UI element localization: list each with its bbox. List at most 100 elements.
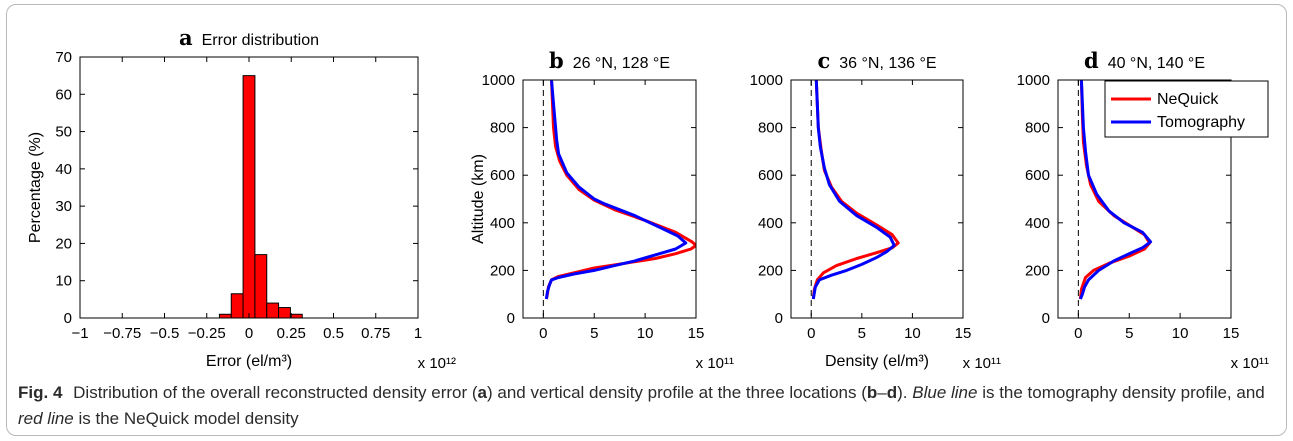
y-tick-label: 800 [758, 120, 783, 137]
panel-title-text: 26 °N, 128 °E [573, 55, 670, 72]
histogram-bar [266, 302, 280, 319]
y-tick-label: 1000 [482, 72, 515, 89]
x-tick-label: 0 [245, 325, 253, 342]
legend-label-tomography: Tomography [1157, 114, 1245, 131]
x-tick-label: 10 [637, 325, 654, 342]
x-tick-label: −1 [71, 325, 88, 342]
panel-title: a Error distribution [179, 25, 319, 50]
y-tick-label: 0 [64, 310, 72, 327]
x-tick-label: 15 [955, 325, 972, 342]
caption-segment: a [477, 383, 488, 402]
y-tick-label: 600 [758, 167, 783, 184]
x-axis-multiplier: x 10¹¹ [963, 355, 1001, 372]
figure-charts: a Error distribution −1 −0.75 −0.5 −0.25 0 0.25… [27, 25, 1269, 372]
y-tick-label: 0 [1042, 310, 1050, 327]
x-tick-label: 1 [414, 325, 422, 342]
x-tick-label: 0 [1074, 325, 1082, 342]
y-tick-label: 400 [490, 215, 515, 232]
y-tick-label: 20 [55, 235, 72, 252]
y-tick-label: 600 [1025, 167, 1050, 184]
caption-segment: Distribution of the overall reconstructe… [73, 383, 478, 402]
caption-segment: Blue line [912, 383, 978, 402]
panel-a: a Error distribution −1 −0.75 −0.5 −0.25 0 0.25… [27, 25, 456, 372]
y-tick-label: 800 [490, 120, 515, 137]
x-axis-label: Error (el/m³) [206, 353, 292, 370]
y-tick-label: 1000 [1017, 72, 1050, 89]
panel-title: c 36 °N, 136 °E [817, 48, 936, 73]
x-tick-label: 5 [1125, 325, 1133, 342]
panel-title-text: 40 °N, 140 °E [1108, 55, 1205, 72]
panel-letter: c [817, 48, 830, 73]
x-tick-label: 10 [904, 325, 921, 342]
x-tick-label: 0.5 [323, 325, 344, 342]
y-tick-label: 0 [775, 310, 783, 327]
histogram-bar [230, 293, 244, 319]
y-axis-label: Altitude (km) [470, 154, 487, 244]
x-tick-label: 0.75 [361, 325, 390, 342]
panel-title-text: 36 °N, 136 °E [839, 55, 936, 72]
panel-letter: d [1084, 48, 1099, 73]
y-tick-label: 40 [55, 161, 72, 178]
caption-text: Distribution of the overall reconstructe… [18, 383, 1265, 428]
figure-label: Fig. 4 [18, 383, 63, 402]
x-tick-label: −0.25 [188, 325, 226, 342]
x-tick-label: 10 [1172, 325, 1189, 342]
caption-segment: red line [18, 409, 74, 428]
x-tick-label: −0.5 [150, 325, 180, 342]
legend-box [1104, 80, 1269, 138]
x-axis-label: Density (el/m³) [825, 353, 929, 370]
x-tick-label: 5 [858, 325, 866, 342]
histogram-bar [218, 313, 232, 319]
figure-caption: Fig. 4 Distribution of the overall recon… [18, 380, 1278, 432]
x-tick-label: −0.75 [103, 325, 141, 342]
panel-c: c 36 °N, 136 °E 0 5 10 15 0 200 400 600 800 1000 Den… [750, 48, 1001, 372]
axes-box [790, 79, 964, 319]
caption-segment: d [886, 383, 898, 402]
x-tick-label: 15 [688, 325, 705, 342]
legend-label-nequick: NeQuick [1157, 91, 1219, 108]
x-axis-multiplier: x 10¹² [418, 355, 456, 372]
histogram-bar [289, 313, 303, 319]
panel-letter: a [179, 25, 193, 50]
caption-segment: is the tomography density profile, and [977, 383, 1265, 402]
y-tick-label: 0 [507, 310, 515, 327]
y-tick-label: 30 [55, 198, 72, 215]
y-tick-label: 800 [1025, 120, 1050, 137]
axes-box [522, 79, 697, 319]
x-axis-multiplier: x 10¹¹ [1231, 355, 1269, 372]
caption-segment: is the NeQuick model density [73, 409, 299, 428]
y-axis-label: Percentage (%) [27, 132, 44, 243]
x-tick-label: 5 [590, 325, 598, 342]
histogram-bar [254, 254, 268, 319]
y-tick-label: 1000 [750, 72, 783, 89]
x-axis-multiplier: x 10¹¹ [696, 355, 734, 372]
y-tick-label: 60 [55, 86, 72, 103]
legend: NeQuick Tomography [1104, 80, 1269, 138]
x-tick-label: 15 [1223, 325, 1240, 342]
y-tick-label: 70 [55, 49, 72, 66]
caption-segment: – [877, 383, 887, 402]
histogram-bar [242, 75, 256, 319]
caption-segment: b [866, 383, 878, 402]
x-tick-label: 0 [807, 325, 815, 342]
caption-segment: ). [897, 383, 913, 402]
y-tick-label: 50 [55, 124, 72, 141]
x-tick-label: 0 [539, 325, 547, 342]
series-line-tomography [811, 80, 896, 300]
figure-frame [6, 4, 1287, 436]
panel-d: d 40 °N, 140 °E 0 5 10 15 0 200 400 600 800 1000 x 1… [1017, 48, 1269, 372]
histogram-bar [278, 307, 291, 319]
panel-title: b 26 °N, 128 °E [549, 48, 670, 73]
series-line-tomography [1079, 80, 1153, 300]
series-line-nequick [544, 80, 696, 300]
y-tick-label: 10 [55, 273, 72, 290]
panel-title-text: Error distribution [202, 32, 319, 49]
y-tick-label: 200 [1025, 262, 1050, 279]
axes-box [1057, 79, 1232, 319]
y-tick-label: 600 [490, 167, 515, 184]
y-tick-label: 200 [490, 262, 515, 279]
panel-title: d 40 °N, 140 °E [1084, 48, 1205, 73]
y-tick-label: 200 [758, 262, 783, 279]
caption-segment: ) and vertical density profile at the th… [487, 383, 867, 402]
y-tick-label: 400 [758, 215, 783, 232]
